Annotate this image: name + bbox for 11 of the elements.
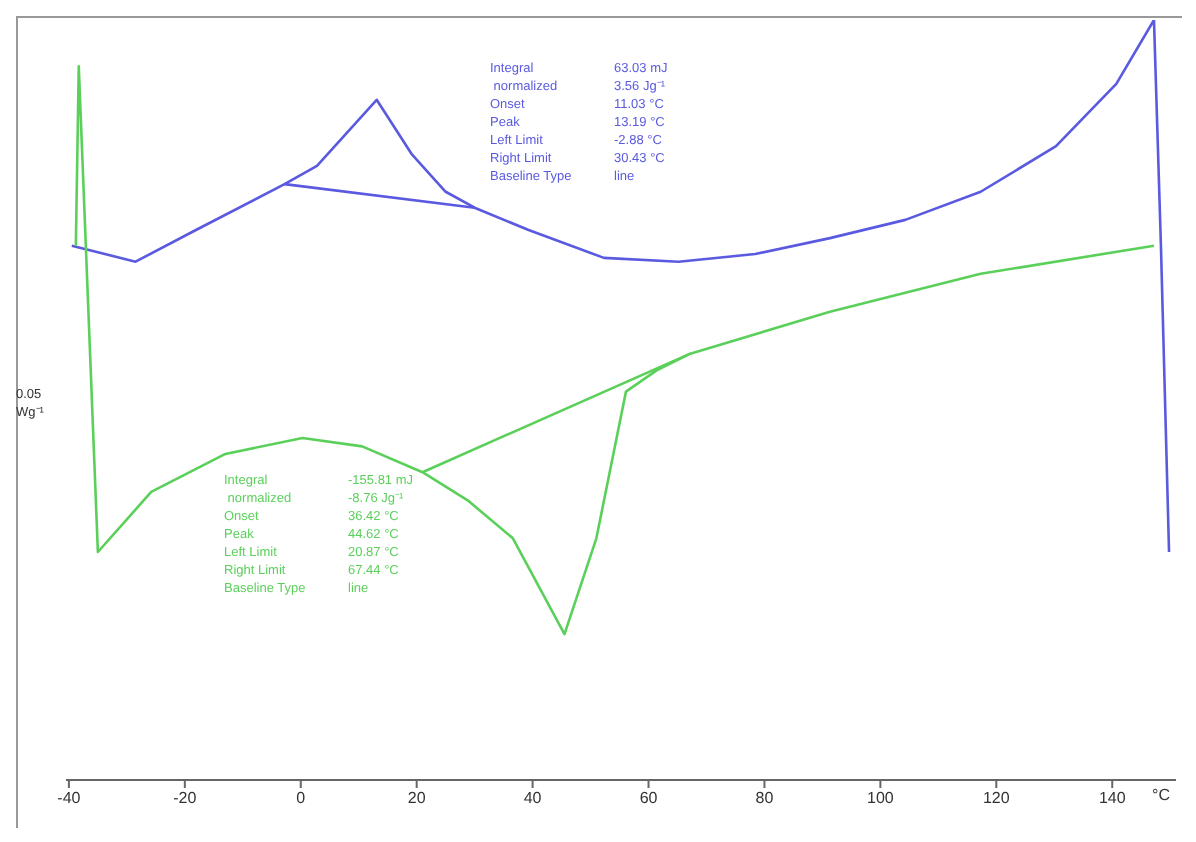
x-tick-label: 60 (639, 789, 659, 808)
x-tick-label: 40 (523, 789, 543, 808)
x-tick-label: 80 (755, 789, 775, 808)
x-tick-label: 100 (867, 789, 895, 808)
x-tick-label: 0 (296, 789, 307, 808)
x-tick-label: 20 (407, 789, 427, 808)
x-tick-label: 140 (1098, 789, 1127, 808)
x-tick-label: 120 (982, 789, 1011, 808)
x-tick-label: -40 (57, 789, 82, 808)
x-axis-title: °C (1152, 786, 1170, 804)
x-tick-label: -20 (173, 789, 198, 808)
